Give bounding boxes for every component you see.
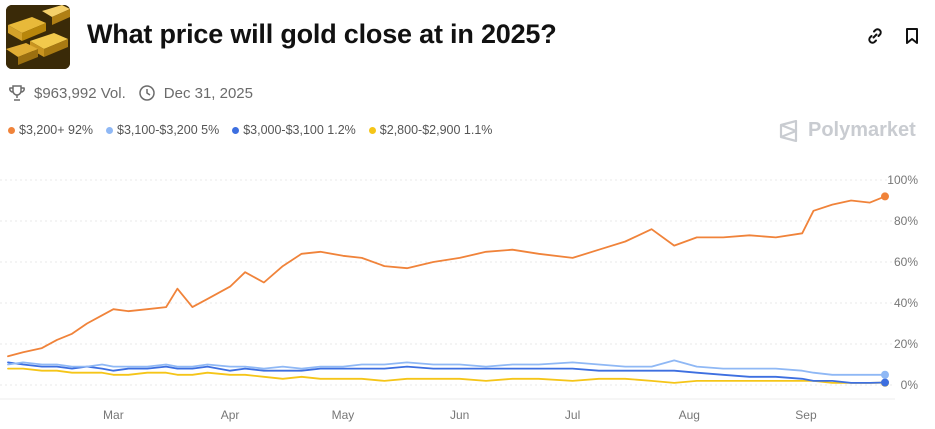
market-thumbnail	[6, 5, 70, 69]
legend-entry[interactable]: $2,800-$2,900 1.1%	[368, 123, 493, 137]
series-line	[7, 361, 886, 384]
series-line	[7, 195, 886, 358]
volume-info: $963,992 Vol.	[8, 84, 126, 102]
y-tick-label: 60%	[894, 255, 918, 269]
legend-dot	[106, 126, 114, 134]
x-tick-label: Jun	[450, 408, 469, 422]
legend-dot	[232, 126, 240, 134]
series-line	[7, 359, 886, 376]
end-date-text: Dec 31, 2025	[163, 84, 253, 102]
y-tick-label: 20%	[894, 337, 918, 351]
y-tick-label: 40%	[894, 296, 918, 310]
series-end-point	[881, 378, 889, 387]
legend-label: $3,000-$3,100 1.2%	[243, 123, 356, 137]
clock-icon	[139, 85, 155, 101]
polymarket-brand: Polymarket	[778, 119, 916, 142]
series-line	[7, 367, 886, 384]
market-title: What price will gold close at in 2025?	[87, 19, 557, 49]
y-tick-label: 80%	[894, 214, 918, 228]
x-tick-label: May	[332, 408, 355, 422]
chart-legend: $3,200+ 92% $3,100-$3,200 5% $3,000-$3,1…	[8, 123, 505, 137]
trophy-icon	[9, 85, 25, 101]
y-tick-label: 100%	[887, 173, 918, 187]
end-date-info: Dec 31, 2025	[138, 84, 253, 102]
x-tick-label: Jul	[565, 408, 580, 422]
legend-label: $3,100-$3,200 5%	[117, 123, 220, 137]
x-tick-label: Mar	[103, 408, 124, 422]
x-tick-label: Sep	[795, 408, 817, 422]
volume-text: $963,992 Vol.	[34, 84, 126, 102]
legend-label: $3,200+ 92%	[19, 123, 94, 137]
polymarket-logo-icon	[779, 119, 798, 142]
legend-dot	[368, 126, 376, 134]
series-end-point	[881, 192, 889, 201]
legend-dot	[8, 126, 15, 134]
price-chart: 100% 80% 60% 40% 20% 0% Mar Apr May Jun Jul Aug Sep	[0, 173, 919, 422]
brand-name: Polymarket	[808, 119, 916, 141]
link-icon[interactable]	[865, 26, 885, 46]
x-tick-label: Apr	[221, 408, 240, 422]
legend-entry[interactable]: $3,000-$3,100 1.2%	[232, 123, 356, 137]
series-end-point	[881, 370, 889, 379]
legend-entry[interactable]: $3,200+ 92%	[8, 123, 93, 137]
x-tick-label: Aug	[679, 408, 700, 422]
y-tick-label: 0%	[901, 378, 919, 392]
legend-entry[interactable]: $3,100-$3,200 5%	[106, 123, 219, 137]
bookmark-icon[interactable]	[902, 26, 922, 46]
market-meta: $963,992 Vol. Dec 31, 2025	[8, 84, 265, 102]
legend-label: $2,800-$2,900 1.1%	[379, 123, 493, 137]
